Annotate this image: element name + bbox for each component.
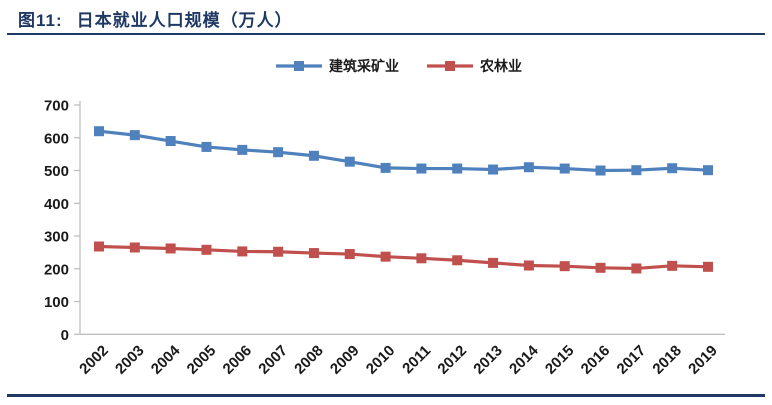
data-point-marker [452,163,463,174]
x-tick-label: 2010 [363,342,399,378]
data-point-marker [237,246,248,257]
series-line [98,244,709,271]
x-tick-label: 2003 [112,342,148,378]
y-tick-label: 0 [61,327,69,344]
data-point-marker [308,150,319,161]
legend: 建筑采矿业 农林业 [276,58,522,74]
figure-label: 图11: [18,11,63,30]
series-农林业 [94,241,713,274]
x-tick-label: 2019 [685,342,721,378]
figure-header: 图11: 日本就业人口规模（万人） [18,6,293,31]
x-tick-label: 2006 [220,342,256,378]
data-point-marker [595,165,606,176]
data-point-marker [488,257,499,268]
legend-label: 建筑采矿业 [329,58,399,74]
x-tick-label: 2016 [578,342,614,378]
data-point-marker [165,243,176,254]
y-tick-label: 300 [44,229,69,246]
data-point-marker [380,162,391,173]
data-point-marker [237,144,248,155]
x-tick-label: 2009 [327,342,363,378]
data-point-marker [273,246,284,257]
y-tick-label: 500 [44,163,69,180]
data-point-marker [416,253,427,264]
x-tick-label: 2007 [255,342,291,378]
data-point-marker [631,165,642,176]
x-tick-label: 2012 [434,342,470,378]
x-tick-label: 2005 [184,342,220,378]
header-rule [7,33,765,35]
y-tick-label: 400 [44,196,69,213]
x-tick-label: 2015 [542,342,578,378]
data-point-marker [380,251,391,262]
x-tick-label: 2004 [148,342,184,378]
legend-item: 建筑采矿业 [276,58,399,74]
x-tick-label: 2011 [399,342,434,377]
data-point-marker [129,242,140,253]
data-point-marker [273,147,284,158]
data-point-marker [308,248,319,259]
footer-rule [7,394,765,397]
legend-label: 农林业 [479,58,522,74]
figure-title: 日本就业人口规模（万人） [76,11,293,30]
data-point-marker [703,261,713,272]
data-point-marker [523,260,534,271]
x-tick-label: 2002 [76,342,112,378]
data-point-marker [667,163,678,174]
legend-marker-square [294,61,304,71]
y-tick-label: 200 [44,261,69,278]
data-point-marker [595,262,606,273]
x-tick-label: 2017 [614,342,650,378]
x-tick-label: 2008 [291,342,327,378]
data-point-marker [344,156,355,167]
data-point-marker [703,165,713,176]
data-point-marker [488,164,499,175]
legend-marker-square [445,61,455,71]
x-tick-label: 2018 [649,342,685,378]
x-tick-label: 2013 [470,342,506,378]
data-point-marker [452,255,463,266]
data-point-marker [631,263,642,274]
data-point-marker [416,163,427,174]
series-建筑采矿业 [94,126,713,176]
data-point-marker [165,136,176,147]
data-point-marker [94,241,104,252]
y-tick-label: 100 [44,294,69,311]
data-point-marker [559,261,570,272]
data-point-marker [129,130,140,141]
y-tick-label: 700 [44,98,69,115]
data-point-marker [523,162,534,173]
data-point-marker [559,163,570,174]
series-line [98,129,709,173]
x-tick-label: 2014 [506,342,542,378]
data-point-marker [201,141,212,152]
data-point-marker [667,260,678,271]
legend-item: 农林业 [427,58,522,74]
data-point-marker [344,249,355,260]
data-point-marker [94,126,104,137]
y-tick-label: 600 [44,130,69,147]
data-point-marker [201,244,212,255]
